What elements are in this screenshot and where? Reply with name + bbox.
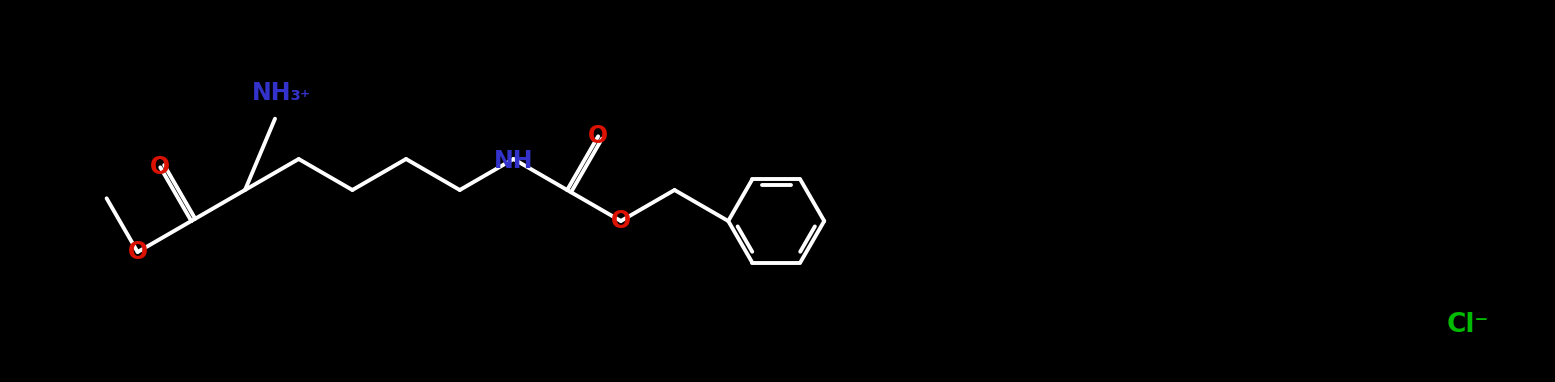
Text: NH: NH [494,149,533,173]
Text: ⁺: ⁺ [300,88,309,107]
Text: O: O [611,209,631,233]
Text: O: O [588,124,608,148]
Text: O: O [128,240,148,264]
Text: NH₃: NH₃ [252,81,302,105]
Text: O: O [151,155,171,179]
Text: Cl⁻: Cl⁻ [1446,312,1490,338]
